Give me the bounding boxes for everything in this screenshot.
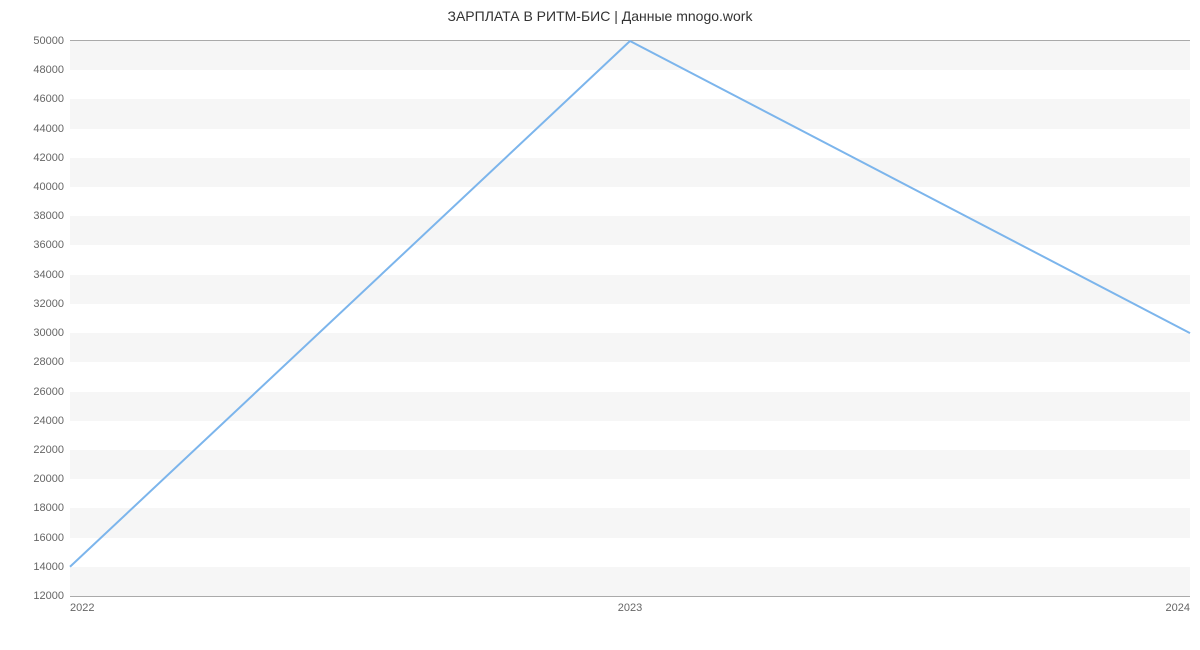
- y-tick-label: 16000: [33, 532, 70, 544]
- y-tick-label: 44000: [33, 123, 70, 135]
- y-tick-label: 22000: [33, 444, 70, 456]
- y-tick-label: 46000: [33, 93, 70, 105]
- x-tick-label: 2024: [1166, 596, 1190, 614]
- plot-area: 1200014000160001800020000220002400026000…: [70, 40, 1190, 597]
- x-tick-label: 2023: [618, 596, 642, 614]
- y-tick-label: 34000: [33, 269, 70, 281]
- y-tick-label: 36000: [33, 239, 70, 251]
- salary-line-chart: ЗАРПЛАТА В РИТМ-БИС | Данные mnogo.work …: [0, 0, 1200, 650]
- y-tick-label: 48000: [33, 64, 70, 76]
- y-tick-label: 50000: [33, 35, 70, 47]
- y-tick-label: 32000: [33, 298, 70, 310]
- x-tick-label: 2022: [70, 596, 94, 614]
- y-tick-label: 28000: [33, 356, 70, 368]
- y-tick-label: 38000: [33, 210, 70, 222]
- y-tick-label: 24000: [33, 415, 70, 427]
- chart-title: ЗАРПЛАТА В РИТМ-БИС | Данные mnogo.work: [0, 8, 1200, 24]
- y-tick-label: 14000: [33, 561, 70, 573]
- series-line: [70, 41, 1190, 596]
- y-tick-label: 12000: [33, 590, 70, 602]
- y-tick-label: 40000: [33, 181, 70, 193]
- y-tick-label: 20000: [33, 473, 70, 485]
- y-tick-label: 30000: [33, 327, 70, 339]
- y-tick-label: 18000: [33, 502, 70, 514]
- y-tick-label: 42000: [33, 152, 70, 164]
- y-tick-label: 26000: [33, 386, 70, 398]
